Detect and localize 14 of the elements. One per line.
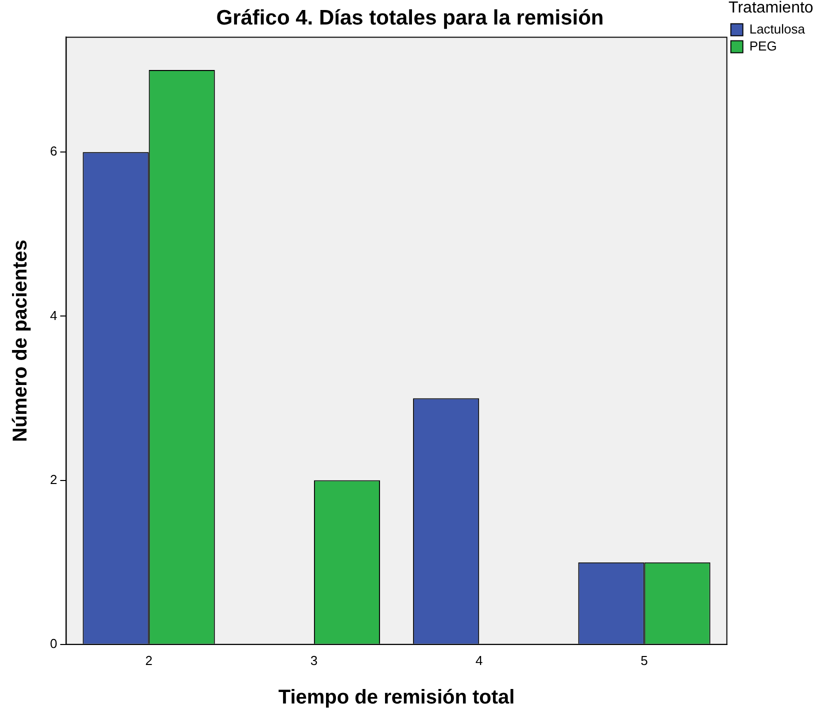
y-tick-label: 6 [50,144,58,159]
y-tick-label: 0 [50,636,58,651]
chart-title: Gráfico 4. Días totales para la remisión [216,6,604,30]
legend-label: Lactulosa [749,21,806,36]
x-axis-title: Tiempo de remisión total [278,686,515,709]
x-tick-label: 5 [640,652,648,668]
legend-title: Tratamiento [728,0,814,16]
legend-label: PEG [749,38,777,54]
x-tick-label: 3 [310,652,318,668]
y-axis-title: Número de pacientes [10,240,32,442]
y-tick-label: 4 [50,308,58,323]
x-tick-label: 2 [145,652,152,668]
y-tick-label: 2 [50,472,58,487]
x-tick-label: 4 [476,652,483,668]
